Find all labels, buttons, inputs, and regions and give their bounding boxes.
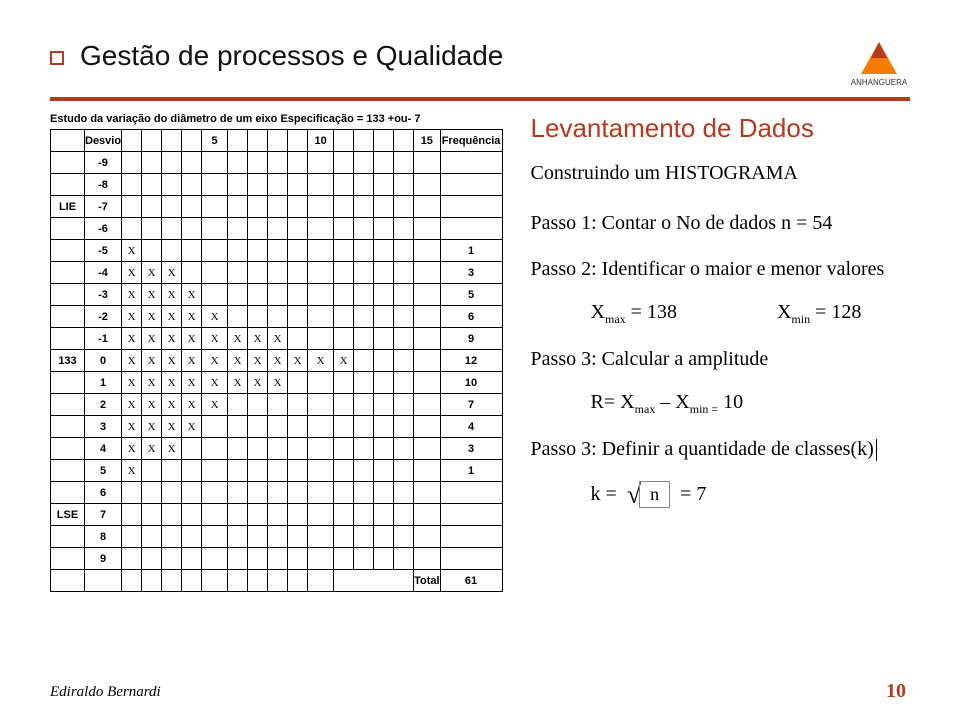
step-3a: Passo 3: Calcular a amplitude — [531, 345, 910, 373]
text-panel: Levantamento de Dados Construindo um HIS… — [531, 113, 910, 592]
table-row: LSE7 — [51, 504, 503, 526]
total-label: Total — [414, 570, 440, 592]
table-caption: Estudo da variação do diâmetro de um eix… — [50, 113, 503, 125]
section-title: Levantamento de Dados — [531, 113, 910, 144]
table-row: LIE-7 — [51, 196, 503, 218]
table-row: -6 — [51, 218, 503, 240]
table-panel: Estudo da variação do diâmetro de um eix… — [50, 113, 503, 592]
footer-author: Ediraldo Bernardi — [50, 684, 161, 701]
sqrt-operand: n — [639, 481, 670, 508]
table-row: -8 — [51, 174, 503, 196]
table-row: -5X1 — [51, 240, 503, 262]
anhanguera-logo-icon — [857, 40, 901, 76]
table-row: -2XXXXX6 — [51, 306, 503, 328]
table-row: 8 — [51, 526, 503, 548]
step-2: Passo 2: Identificar o maior e menor val… — [531, 255, 910, 283]
table-row: -9 — [51, 152, 503, 174]
step-1: Passo 1: Contar o No de dados n = 54 — [531, 209, 910, 237]
table-row: 2XXXXX7 — [51, 394, 503, 416]
text-cursor-icon — [876, 439, 877, 461]
page-title: Gestão de processos e Qualidade — [50, 40, 503, 72]
page-number: 10 — [886, 680, 906, 703]
step-3b: Passo 3: Definir a quantidade de classes… — [531, 435, 910, 463]
title-bullet-icon — [50, 51, 64, 65]
table-row: 3XXXX4 — [51, 416, 503, 438]
col-blank — [51, 130, 85, 152]
col-freq: Frequência — [440, 130, 502, 152]
col-5: 5 — [202, 130, 228, 152]
col-15: 15 — [414, 130, 440, 152]
header: Gestão de processos e Qualidade ANHANGUE… — [50, 40, 910, 87]
col-desvio: Desvio — [85, 130, 122, 152]
table-row: -4XXX3 — [51, 262, 503, 284]
xmax-xmin-line: Xmax = 138 Xmin = 128 — [591, 301, 910, 327]
subtitle: Construindo um HISTOGRAMA — [531, 162, 910, 185]
col-10: 10 — [308, 130, 334, 152]
logo-text: ANHANGUERA — [851, 78, 907, 87]
r-formula: R= Xmax – Xmin = 10 — [591, 391, 910, 417]
divider — [50, 97, 910, 101]
table-row: -1XXXXXXXX9 — [51, 328, 503, 350]
total-value: 61 — [440, 570, 502, 592]
k-formula: k = √ n = 7 — [591, 481, 910, 508]
table-row: 1330XXXXXXXXXXX12 — [51, 350, 503, 372]
tally-table: Desvio 5 10 15 Frequência -9-8LIE-7-6-5X… — [50, 129, 503, 592]
table-row: 6 — [51, 482, 503, 504]
table-row: -3XXXX5 — [51, 284, 503, 306]
table-row: 4XXX3 — [51, 438, 503, 460]
table-row: 1XXXXXXXX10 — [51, 372, 503, 394]
table-row: 9 — [51, 548, 503, 570]
logo: ANHANGUERA — [848, 40, 910, 87]
table-row: 5X1 — [51, 460, 503, 482]
title-text: Gestão de processos e Qualidade — [80, 40, 503, 71]
